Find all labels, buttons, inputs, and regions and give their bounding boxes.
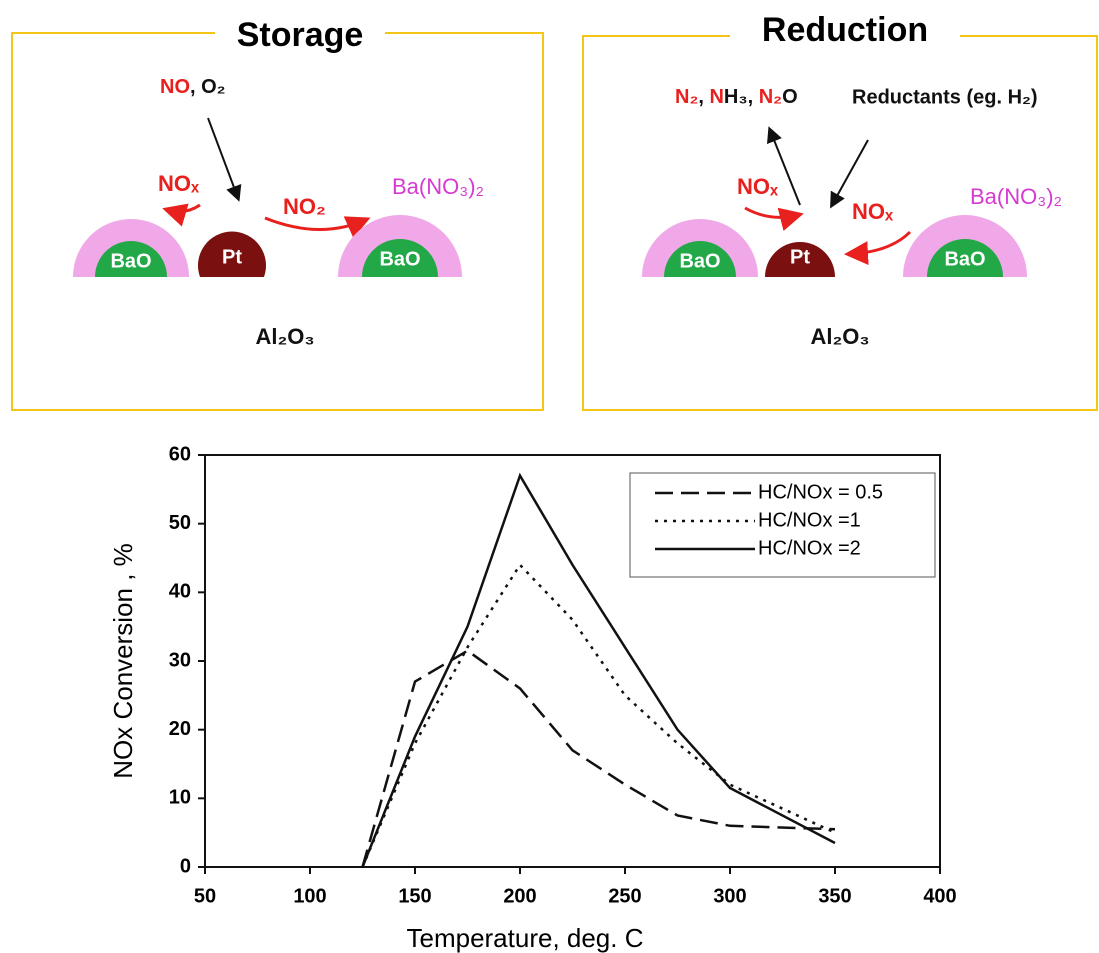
product: N₂ xyxy=(675,86,698,108)
product: O xyxy=(782,86,798,108)
y-tick-label: 30 xyxy=(169,649,191,671)
reductants: Reductants (eg. H₂) xyxy=(852,86,1038,108)
product: N xyxy=(709,86,723,108)
arrow xyxy=(832,140,868,205)
figure: Storage NO, O₂ NOₓ NO₂ Ba(NO₃)₂ BaO Pt B… xyxy=(0,0,1099,953)
x-tick-label: 200 xyxy=(503,885,536,907)
y-tick-label: 0 xyxy=(180,855,191,877)
arrow xyxy=(208,118,238,198)
nitrate-label: Ba(NO₃)₂ xyxy=(970,184,1062,209)
product: N₂ xyxy=(759,86,782,108)
reactant: NO xyxy=(160,76,190,98)
arrow xyxy=(168,205,200,212)
nox-label: NOₓ xyxy=(737,174,779,199)
products: N₂, NH₃, N₂O xyxy=(675,86,798,108)
x-axis-label: Temperature, deg. C xyxy=(406,923,643,953)
nox-label: NOₓ xyxy=(158,171,200,196)
pt-label: Pt xyxy=(790,246,810,268)
bao-label: BaO xyxy=(110,250,151,272)
product: H₃, xyxy=(724,86,759,108)
bao-label: BaO xyxy=(944,248,985,270)
reduction-panel: Reduction N₂, NH₃, N₂O Reductants (eg. H… xyxy=(583,10,1097,410)
y-tick-label: 20 xyxy=(169,718,191,740)
support-label: Al₂O₃ xyxy=(255,324,314,349)
bao-label: BaO xyxy=(679,250,720,272)
y-axis-label: NOx Conversion , % xyxy=(108,543,138,779)
x-tick-label: 150 xyxy=(398,885,431,907)
y-tick-label: 60 xyxy=(169,443,191,465)
y-tick-label: 10 xyxy=(169,787,191,809)
legend-label: HC/NOx = 0.5 xyxy=(758,481,883,503)
x-tick-label: 350 xyxy=(818,885,851,907)
reactant: , O₂ xyxy=(190,76,226,98)
y-tick-label: 50 xyxy=(169,512,191,534)
x-tick-label: 50 xyxy=(194,885,216,907)
series-line xyxy=(363,565,836,867)
panel-title: Reduction xyxy=(762,11,928,49)
nox-label: NOₓ xyxy=(852,199,894,224)
support-label: Al₂O₃ xyxy=(810,324,869,349)
nitrate-label: Ba(NO₃)₂ xyxy=(392,174,484,199)
panel-title: Storage xyxy=(237,16,364,54)
arrow xyxy=(265,218,365,230)
product: , xyxy=(698,86,709,108)
reactants: NO, O₂ xyxy=(160,76,226,98)
storage-panel: Storage NO, O₂ NOₓ NO₂ Ba(NO₃)₂ BaO Pt B… xyxy=(12,15,543,410)
x-tick-label: 250 xyxy=(608,885,641,907)
bao-label: BaO xyxy=(379,248,420,270)
legend-label: HC/NOx =2 xyxy=(758,537,861,559)
line-chart: Temperature, deg. C NOx Conversion , % 5… xyxy=(108,443,957,953)
no2-label: NO₂ xyxy=(283,194,326,219)
series-line xyxy=(363,651,836,867)
pt-label: Pt xyxy=(222,246,242,268)
x-tick-label: 100 xyxy=(293,885,326,907)
x-tick-label: 400 xyxy=(923,885,956,907)
legend-label: HC/NOx =1 xyxy=(758,509,861,531)
arrow xyxy=(850,232,910,254)
arrow xyxy=(745,208,798,217)
y-tick-label: 40 xyxy=(169,581,191,603)
x-tick-label: 300 xyxy=(713,885,746,907)
